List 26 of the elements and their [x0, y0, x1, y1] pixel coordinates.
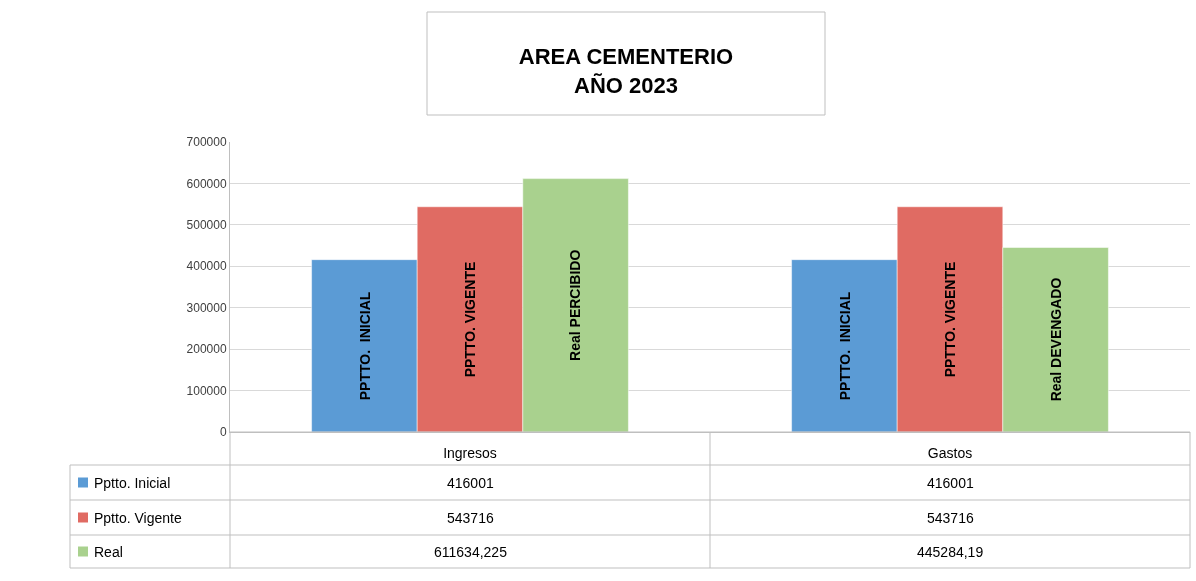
annotation: PPTTO. INICIAL	[356, 291, 373, 401]
x-tick-label: Gastos	[927, 444, 973, 461]
y-tick-label: 600000	[186, 176, 227, 191]
data-label: 445284,19	[917, 544, 984, 560]
y-tick-label: 500000	[186, 218, 227, 233]
y-tick-label: 100000	[186, 383, 227, 398]
x-tick-label: Ingresos	[443, 444, 497, 461]
data-label: 611634,225	[434, 544, 508, 560]
y-tick-label: 200000	[186, 342, 227, 357]
y-tick-label: 300000	[186, 300, 227, 315]
y-tick-label: 0	[219, 425, 227, 440]
data-label: 543716	[447, 510, 494, 526]
annotation: Real DEVENGADO	[1047, 277, 1064, 402]
legend-label: Pptto. Vigente	[94, 510, 182, 526]
annotation: PPTTO. INICIAL	[836, 291, 853, 401]
annotation: PPTTO. VIGENTE	[941, 261, 958, 378]
annotation: PPTTO. VIGENTE	[461, 261, 478, 378]
data-label: 416001	[447, 475, 494, 491]
chart-title: AREA CEMENTERIO AÑO 2023	[518, 44, 734, 98]
data-label: 543716	[927, 510, 974, 526]
y-tick-label: 400000	[186, 259, 227, 274]
annotation: Real PERCIBIDO	[567, 249, 584, 361]
data-label: 416001	[927, 475, 974, 491]
legend-label: Real	[94, 544, 123, 560]
y-tick-label: 700000	[186, 135, 227, 150]
legend-label: Pptto. Inicial	[94, 475, 171, 491]
